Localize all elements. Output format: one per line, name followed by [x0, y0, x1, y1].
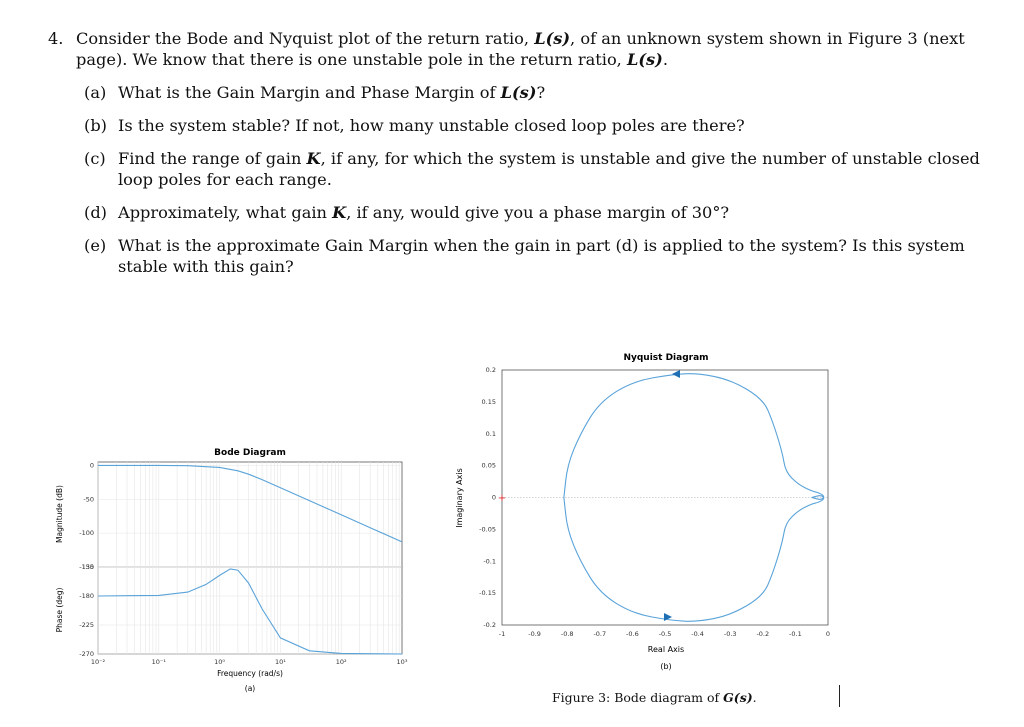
phase-y-tick: -225	[79, 621, 94, 629]
nyquist-x-tick: -0.9	[528, 630, 541, 638]
bode-diagram: Bode Diagram 10⁻² 10⁻¹ 10⁰ 10¹ 10² 10³ 0 -50 -10…	[55, 448, 408, 693]
critical-point-marker: +	[498, 493, 506, 504]
nyquist-y-tick: 0	[492, 494, 496, 502]
bode-x-tick: 10⁰	[214, 658, 225, 666]
nyquist-x-tick: -0.8	[561, 630, 574, 638]
nyquist-x-tick: -1	[499, 630, 505, 638]
nyquist-x-tick: -0.1	[789, 630, 802, 638]
part-b: (b) Is the system stable? If not, how man…	[84, 116, 745, 135]
bode-grid	[97, 462, 402, 655]
nyquist-x-tick: -0.5	[659, 630, 672, 638]
magnitude-series	[98, 464, 403, 543]
nyquist-y-tick: 0.15	[482, 398, 496, 406]
question-4: 4. Consider the Bode and Nyquist plot of…	[48, 28, 1008, 289]
phase-series	[97, 568, 403, 655]
nyquist-ylabel: Imaginary Axis	[455, 468, 464, 528]
nyquist-diagram: Nyquist Diagram -1 -0.9 -0.8 -0.7 -0.6 -0.5 -0…	[455, 353, 830, 671]
bode-title: Bode Diagram	[214, 448, 286, 458]
nyquist-series-negative-freq	[563, 495, 825, 622]
magnitude-y-tick: -150	[79, 563, 94, 571]
part-d: (d) Approximately, what gain K, if any, w…	[84, 203, 730, 222]
phase-y-tick: -180	[79, 592, 94, 600]
bode-x-tick: 10²	[336, 658, 347, 666]
magnitude-y-tick: -50	[83, 495, 94, 503]
nyquist-y-tick: 0.1	[486, 430, 496, 438]
phase-axes	[97, 566, 403, 655]
bode-x-tick: 10³	[397, 658, 408, 666]
phase-y-tick: -135	[79, 563, 94, 571]
phase-ylabel: Phase (deg)	[55, 588, 64, 633]
question-number: 4.	[48, 29, 64, 48]
nyquist-panel-label: (b)	[660, 662, 671, 671]
bode-ticks: 10⁻² 10⁻¹ 10⁰ 10¹ 10² 10³ 0 -50 -100 -150-135 -180…	[79, 461, 408, 666]
nyquist-x-tick: -0.7	[593, 630, 606, 638]
magnitude-axes	[97, 461, 403, 568]
nyquist-title: Nyquist Diagram	[623, 353, 708, 363]
part-a: (a) What is the Gain Margin and Phase Mar…	[84, 83, 546, 102]
magnitude-y-tick: -100	[79, 529, 94, 537]
nyquist-y-tick: -0.2	[483, 621, 496, 629]
nyquist-series-positive-freq	[563, 373, 825, 500]
question-parts: (a) What is the Gain Margin and Phase Mar…	[84, 82, 1008, 277]
part-c: (c) Find the range of gain K, if any, for…	[84, 149, 980, 189]
phase-y-tick: -270	[79, 650, 94, 658]
nyquist-ticks: -1 -0.9 -0.8 -0.7 -0.6 -0.5 -0.4 -0.3 -0.2 -0.1 0 0…	[479, 366, 830, 638]
bode-xlabel: Frequency (rad/s)	[217, 669, 283, 678]
bode-panel-label: (a)	[245, 684, 256, 693]
nyquist-x-tick: -0.2	[756, 630, 769, 638]
nyquist-y-tick: 0.05	[482, 462, 496, 470]
text-cursor	[839, 685, 840, 707]
magnitude-ylabel: Magnitude (dB)	[55, 485, 64, 543]
nyquist-y-tick: 0.2	[486, 366, 496, 374]
nyquist-x-tick: -0.4	[691, 630, 704, 638]
nyquist-xlabel: Real Axis	[648, 645, 684, 654]
bode-x-tick: 10⁻²	[91, 658, 106, 666]
magnitude-y-tick: 0	[90, 461, 94, 469]
direction-arrow-top	[672, 370, 680, 378]
nyquist-x-tick: -0.6	[626, 630, 639, 638]
figure-caption: Figure 3: Bode diagram of G(s).	[552, 690, 757, 705]
part-e: (e) What is the approximate Gain Margin w…	[84, 236, 965, 276]
nyquist-x-tick: -0.3	[724, 630, 737, 638]
nyquist-y-tick: -0.1	[483, 557, 496, 565]
nyquist-y-tick: -0.05	[479, 525, 496, 533]
nyquist-y-tick: -0.15	[479, 589, 496, 597]
question-intro: Consider the Bode and Nyquist plot of th…	[76, 29, 965, 69]
nyquist-x-tick: 0	[826, 630, 830, 638]
bode-x-tick: 10⁻¹	[152, 658, 167, 666]
bode-x-tick: 10¹	[275, 658, 286, 666]
direction-arrow-bottom	[664, 613, 672, 621]
